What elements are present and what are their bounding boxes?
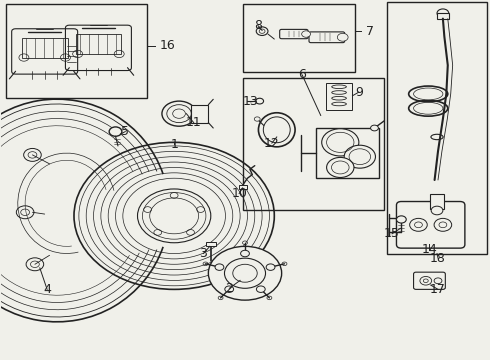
Text: 13: 13 xyxy=(243,95,258,108)
Text: 2: 2 xyxy=(225,282,233,295)
Circle shape xyxy=(437,9,449,18)
Text: 1: 1 xyxy=(170,138,178,150)
Circle shape xyxy=(254,117,260,121)
Circle shape xyxy=(322,129,359,156)
Bar xyxy=(75,34,121,54)
Bar xyxy=(191,105,208,123)
Circle shape xyxy=(138,189,211,243)
Circle shape xyxy=(241,250,249,257)
Text: 12: 12 xyxy=(264,136,280,149)
Circle shape xyxy=(109,127,122,136)
Bar xyxy=(387,3,487,253)
Ellipse shape xyxy=(414,88,443,100)
Bar xyxy=(5,4,147,98)
Circle shape xyxy=(370,125,378,131)
Circle shape xyxy=(256,27,268,36)
Ellipse shape xyxy=(263,117,290,143)
Text: 7: 7 xyxy=(366,25,374,38)
Text: 11: 11 xyxy=(186,116,201,129)
Text: 6: 6 xyxy=(298,68,306,81)
Circle shape xyxy=(208,246,282,300)
Circle shape xyxy=(233,264,257,282)
Text: 18: 18 xyxy=(430,252,446,265)
Circle shape xyxy=(266,264,275,270)
Bar xyxy=(243,4,355,72)
Bar xyxy=(243,78,384,211)
Text: 8: 8 xyxy=(254,19,262,32)
Text: 5: 5 xyxy=(122,125,129,138)
Bar xyxy=(326,83,352,110)
Circle shape xyxy=(327,157,354,177)
Text: 10: 10 xyxy=(231,187,247,200)
Bar xyxy=(430,194,444,209)
Circle shape xyxy=(337,33,348,41)
FancyBboxPatch shape xyxy=(396,202,465,248)
Text: 14: 14 xyxy=(421,243,437,256)
Circle shape xyxy=(344,145,375,168)
Text: 15: 15 xyxy=(384,227,400,240)
FancyBboxPatch shape xyxy=(280,30,308,39)
Bar xyxy=(437,13,449,19)
Circle shape xyxy=(162,101,196,126)
Bar xyxy=(316,128,379,178)
Circle shape xyxy=(215,264,224,270)
FancyBboxPatch shape xyxy=(309,32,344,42)
Circle shape xyxy=(256,286,265,292)
Circle shape xyxy=(396,216,406,223)
Ellipse shape xyxy=(414,102,443,114)
Text: 4: 4 xyxy=(43,283,51,296)
Text: 3: 3 xyxy=(199,247,207,260)
Text: 16: 16 xyxy=(159,39,175,52)
Bar xyxy=(206,242,216,246)
Circle shape xyxy=(431,206,443,215)
FancyBboxPatch shape xyxy=(414,272,445,289)
Bar xyxy=(239,185,247,189)
Text: 17: 17 xyxy=(430,283,446,296)
Text: 9: 9 xyxy=(355,86,363,99)
Circle shape xyxy=(225,286,234,292)
Circle shape xyxy=(302,31,311,37)
Circle shape xyxy=(256,98,264,104)
Bar xyxy=(22,38,68,58)
